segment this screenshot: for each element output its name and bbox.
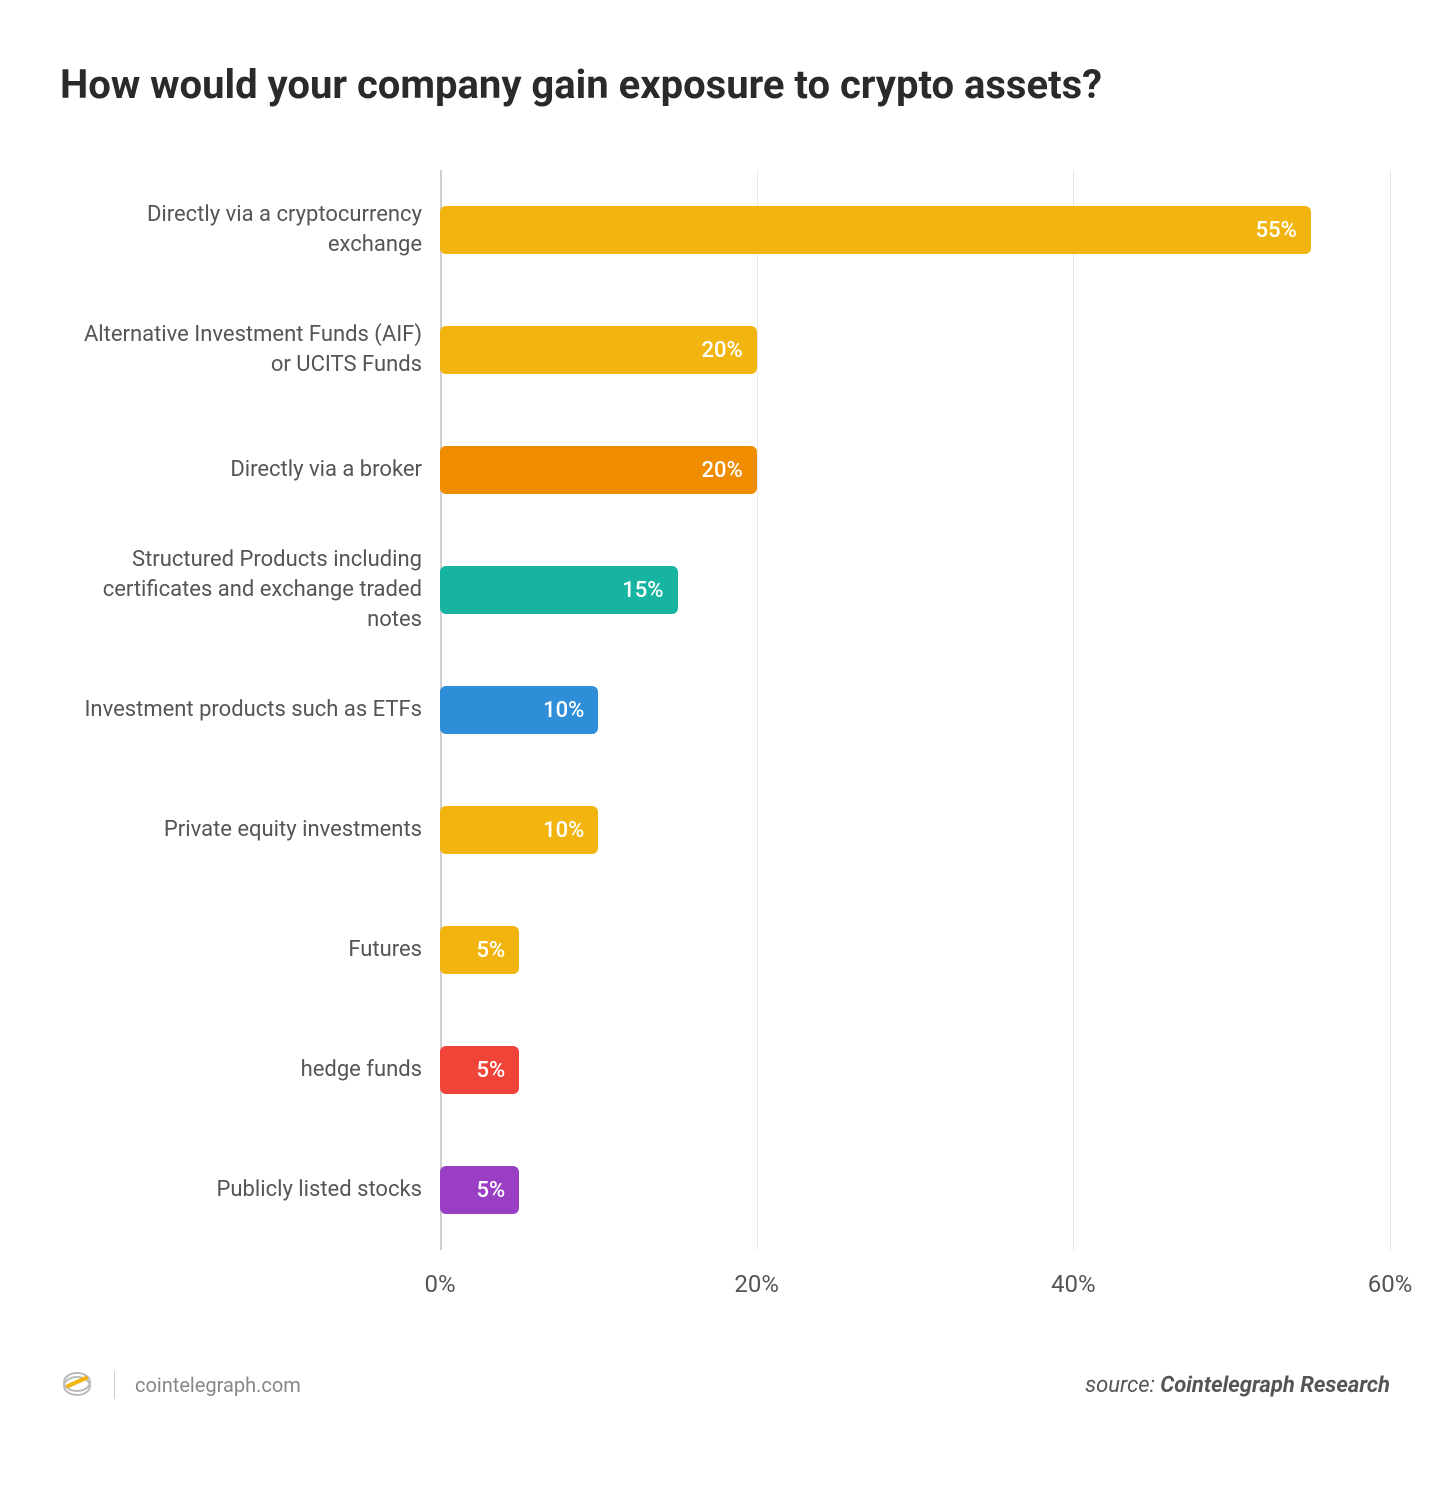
category-label: Publicly listed stocks xyxy=(60,1175,440,1205)
x-tick-label: 20% xyxy=(734,1270,779,1298)
category-label: Futures xyxy=(60,935,440,965)
bar-row: 55% xyxy=(440,170,1390,290)
source-name: Cointelegraph Research xyxy=(1160,1373,1390,1398)
bar-row: 10% xyxy=(440,770,1390,890)
source-label: source: Cointelegraph Research xyxy=(1085,1373,1390,1398)
cointelegraph-logo-icon xyxy=(60,1368,94,1402)
bar-value-label: 20% xyxy=(701,338,742,363)
category-label: hedge funds xyxy=(60,1055,440,1085)
bar-row: 5% xyxy=(440,1010,1390,1130)
bar-row: 15% xyxy=(440,530,1390,650)
bar-row: 20% xyxy=(440,290,1390,410)
bar: 55% xyxy=(440,206,1311,254)
bar: 20% xyxy=(440,326,757,374)
x-tick-label: 60% xyxy=(1368,1270,1413,1298)
brand-block: cointelegraph.com xyxy=(60,1368,301,1402)
bar-row: 5% xyxy=(440,890,1390,1010)
plot-column: 55%20%20%15%10%10%5%5%5% 0%20%40%60% xyxy=(440,170,1390,1298)
x-axis: 0%20%40%60% xyxy=(440,1258,1390,1298)
bar: 5% xyxy=(440,1046,519,1094)
bars-container: 55% 20% 20% 15% 10% 10% 5% 5% 5% xyxy=(440,170,1390,1250)
category-label: Structured Products including certificat… xyxy=(60,545,440,634)
brand-separator xyxy=(114,1371,115,1399)
source-prefix: source: xyxy=(1085,1373,1160,1398)
bar: 15% xyxy=(440,566,678,614)
bar-value-label: 5% xyxy=(476,938,505,963)
plot-area: 55% 20% 20% 15% 10% 10% 5% 5% 5% xyxy=(440,170,1390,1250)
bar: 5% xyxy=(440,926,519,974)
bar: 10% xyxy=(440,806,598,854)
bar-value-label: 20% xyxy=(701,458,742,483)
bar-value-label: 10% xyxy=(543,698,584,723)
x-tick-label: 0% xyxy=(424,1270,455,1298)
bar-value-label: 5% xyxy=(476,1178,505,1203)
bar-row: 5% xyxy=(440,1130,1390,1250)
chart-title: How would your company gain exposure to … xyxy=(60,60,1390,110)
category-label: Private equity investments xyxy=(60,815,440,845)
category-label: Directly via a cryptocurrency exchange xyxy=(60,200,440,259)
bar-row: 20% xyxy=(440,410,1390,530)
bar: 20% xyxy=(440,446,757,494)
bar-value-label: 15% xyxy=(622,578,663,603)
bar-value-label: 5% xyxy=(476,1058,505,1083)
site-label: cointelegraph.com xyxy=(135,1373,301,1397)
chart-area: Directly via a cryptocurrency exchange Al… xyxy=(60,170,1390,1298)
footer: cointelegraph.com source: Cointelegraph … xyxy=(60,1368,1390,1402)
bar-row: 10% xyxy=(440,650,1390,770)
bar: 5% xyxy=(440,1166,519,1214)
bar: 10% xyxy=(440,686,598,734)
category-label: Directly via a broker xyxy=(60,455,440,485)
gridline xyxy=(1390,170,1391,1250)
category-labels-column: Directly via a cryptocurrency exchange Al… xyxy=(60,170,440,1298)
category-label: Alternative Investment Funds (AIF) or UC… xyxy=(60,320,440,379)
bar-value-label: 10% xyxy=(543,818,584,843)
category-label: Investment products such as ETFs xyxy=(60,695,440,725)
bar-value-label: 55% xyxy=(1256,218,1297,243)
x-tick-label: 40% xyxy=(1051,1270,1096,1298)
